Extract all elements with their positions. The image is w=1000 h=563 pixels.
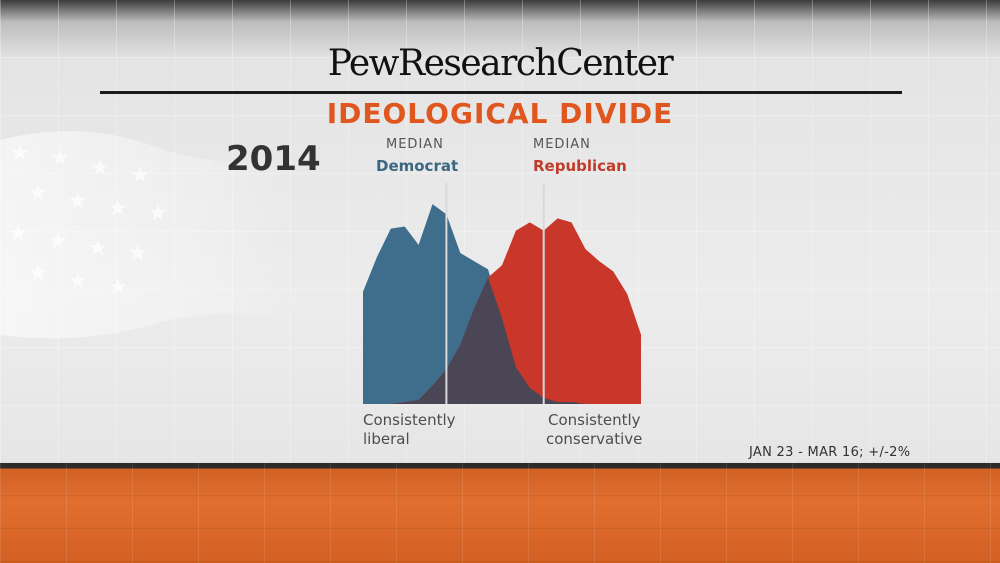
svg-text:★: ★: [48, 229, 68, 254]
svg-text:★: ★: [90, 156, 110, 181]
survey-footnote: JAN 23 - MAR 16; +/-2%: [749, 445, 911, 460]
svg-text:★: ★: [50, 146, 70, 171]
median-republican-label: Republican: [533, 157, 627, 175]
svg-text:★: ★: [88, 236, 108, 261]
svg-text:★: ★: [10, 141, 30, 166]
header-rule: [100, 91, 902, 94]
median-republican-caption: MEDIAN: [533, 137, 591, 152]
svg-text:★: ★: [148, 201, 168, 226]
brand-logo: PewResearchCenter: [327, 43, 674, 84]
axis-left-label-line2: liberal: [363, 430, 410, 448]
svg-text:★: ★: [8, 221, 28, 246]
axis-left-label-line1: Consistently: [363, 411, 456, 429]
overlap-area: [363, 277, 641, 404]
axis-right-label-line1: Consistently: [548, 411, 641, 429]
republican-area: [363, 218, 641, 404]
svg-text:★: ★: [108, 196, 128, 221]
chart-title: IDEOLOGICAL DIVIDE: [326, 97, 674, 130]
svg-text:★: ★: [108, 275, 128, 300]
svg-text:★: ★: [68, 189, 88, 214]
svg-text:★: ★: [68, 269, 88, 294]
year-label: 2014: [226, 139, 321, 179]
axis-right-label-line2: conservative: [546, 430, 643, 448]
svg-text:★: ★: [28, 261, 48, 286]
bottom-orange-band: [0, 463, 1000, 563]
american-flag-image: ★ ★ ★ ★ ★ ★ ★ ★ ★ ★ ★ ★ ★ ★ ★: [0, 131, 300, 339]
median-democrat-label: Democrat: [376, 157, 459, 175]
svg-text:★: ★: [28, 181, 48, 206]
democrat-area: [363, 204, 641, 404]
median-democrat-caption: MEDIAN: [386, 137, 444, 152]
svg-text:★: ★: [128, 241, 148, 266]
svg-text:★: ★: [130, 163, 150, 188]
